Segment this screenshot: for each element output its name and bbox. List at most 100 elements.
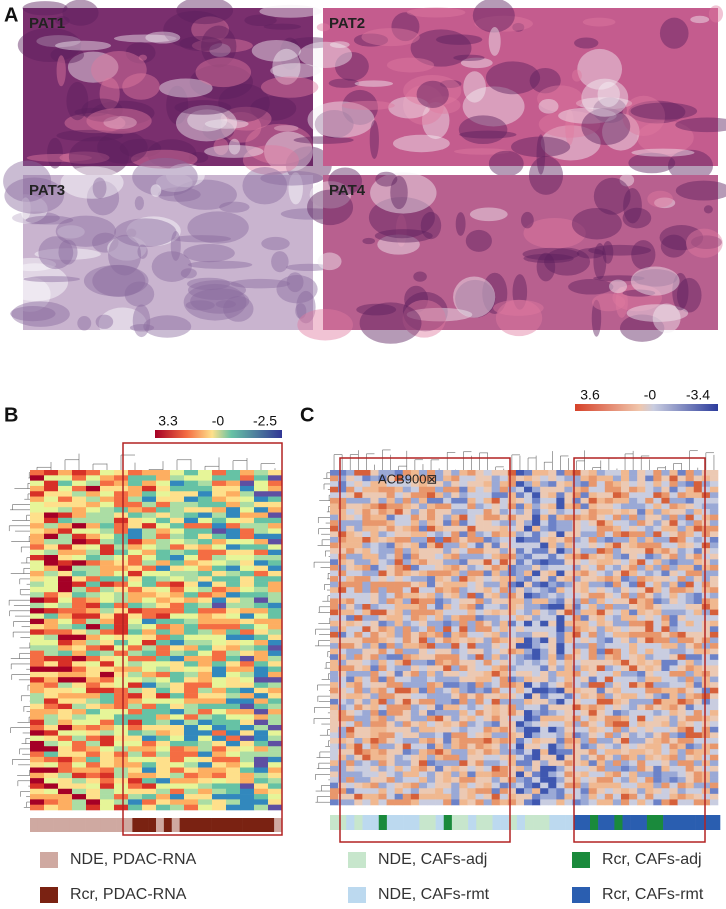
heatmap-cell xyxy=(330,481,339,488)
tissue-blob xyxy=(108,234,142,276)
heatmap-cell xyxy=(661,749,670,756)
heatmap-cell xyxy=(564,765,573,772)
heatmap-cell xyxy=(612,637,622,644)
heatmap-cell xyxy=(467,643,476,649)
heatmap-cell xyxy=(338,637,347,644)
heatmap-cell xyxy=(604,732,614,739)
heatmap-cell xyxy=(629,693,638,700)
tissue-blob xyxy=(544,247,591,276)
heatmap-cell xyxy=(30,687,45,694)
heatmap-cell xyxy=(128,725,143,731)
heatmap-cell xyxy=(629,503,638,510)
heatmap-cell xyxy=(475,609,484,616)
heatmap-cell xyxy=(645,710,654,716)
heatmap-cell xyxy=(114,698,129,705)
heatmap-cell xyxy=(629,671,638,677)
heatmap-cell xyxy=(443,738,452,744)
heatmap-cell xyxy=(459,760,468,767)
heatmap-cell xyxy=(212,725,227,731)
heatmap-cell xyxy=(435,637,444,644)
heatmap-cell xyxy=(556,520,565,527)
heatmap-cell xyxy=(556,721,565,728)
heatmap-cell xyxy=(483,693,492,700)
tissue-blob xyxy=(138,54,148,61)
heatmap-cell xyxy=(394,548,404,555)
heatmap-cell xyxy=(114,709,129,715)
heatmap-cell xyxy=(524,732,533,739)
heatmap-cell xyxy=(338,698,347,705)
heatmap-cell xyxy=(629,721,638,728)
heatmap-cell xyxy=(86,533,101,540)
heatmap-cell xyxy=(86,725,101,731)
heatmap-cell xyxy=(100,512,115,519)
heatmap-cell xyxy=(268,719,283,726)
heatmap-cell xyxy=(499,765,509,772)
tissue-blob xyxy=(58,239,78,265)
heatmap-cell xyxy=(386,771,395,778)
heatmap-cell xyxy=(451,548,460,555)
heatmap-cell xyxy=(499,631,509,638)
heatmap-cell xyxy=(532,626,541,633)
heatmap-cell xyxy=(410,743,420,750)
heatmap-cell xyxy=(184,533,199,540)
heatmap-cell xyxy=(254,783,269,790)
heatmap-cell xyxy=(240,778,255,784)
heatmap-cell xyxy=(483,492,492,499)
heatmap-cell xyxy=(114,597,129,604)
heatmap-cell xyxy=(604,715,614,722)
heatmap-cell xyxy=(693,576,703,582)
heatmap-cell xyxy=(346,693,355,700)
heatmap-cell xyxy=(645,637,654,644)
heatmap-cell xyxy=(254,586,269,593)
heatmap-cell xyxy=(30,539,45,545)
heatmap-cell xyxy=(499,559,509,566)
heatmap-cell xyxy=(483,659,492,666)
tissue-blob xyxy=(622,289,656,297)
heatmap-cell xyxy=(685,503,695,510)
heatmap-cell xyxy=(645,598,654,605)
heatmap-cell xyxy=(491,704,501,711)
heatmap-cell xyxy=(475,704,484,711)
heatmap-cell xyxy=(402,531,412,538)
heatmap-cell xyxy=(443,587,452,594)
heatmap-cell xyxy=(507,693,517,700)
heatmap-cell xyxy=(30,480,45,487)
tissue-blob xyxy=(633,269,678,287)
heatmap-cell xyxy=(443,620,452,627)
heatmap-cell xyxy=(491,514,501,521)
heatmap-cell xyxy=(588,743,598,750)
heatmap-cell xyxy=(268,703,283,710)
heatmap-cell xyxy=(142,655,157,662)
heatmap-cell xyxy=(661,793,670,800)
heatmap-cell xyxy=(386,598,395,605)
heatmap-cell xyxy=(72,581,87,588)
heatmap-cell xyxy=(268,762,283,768)
heatmap-cell xyxy=(226,512,241,519)
heatmap-cell xyxy=(459,481,468,488)
heatmap-cell xyxy=(128,788,143,795)
heatmap-cell xyxy=(402,525,412,532)
tissue-blob xyxy=(230,278,291,289)
heatmap-cell xyxy=(86,581,101,588)
heatmap-cell xyxy=(410,598,420,605)
heatmap-cell xyxy=(170,618,185,625)
heatmap-cell xyxy=(386,715,395,722)
heatmap-cell xyxy=(443,626,452,633)
heatmap-cell xyxy=(268,682,283,689)
heatmap-cell xyxy=(475,765,484,772)
heatmap-cell xyxy=(170,703,185,710)
scale-label: -0 xyxy=(644,387,657,403)
heatmap-cell xyxy=(362,671,371,677)
heatmap-cell xyxy=(459,604,468,610)
heatmap-cell xyxy=(475,537,484,543)
heatmap-cell xyxy=(212,565,227,572)
heatmap-cell xyxy=(72,698,87,705)
heatmap-cell xyxy=(507,665,517,672)
heatmap-cell xyxy=(475,654,484,661)
heatmap-cell xyxy=(491,754,501,761)
heatmap-cell xyxy=(184,570,199,577)
heatmap-cell xyxy=(685,615,695,622)
heatmap-cell xyxy=(170,592,185,598)
heatmap-cell xyxy=(661,609,670,616)
heatmap-cell xyxy=(338,553,347,560)
